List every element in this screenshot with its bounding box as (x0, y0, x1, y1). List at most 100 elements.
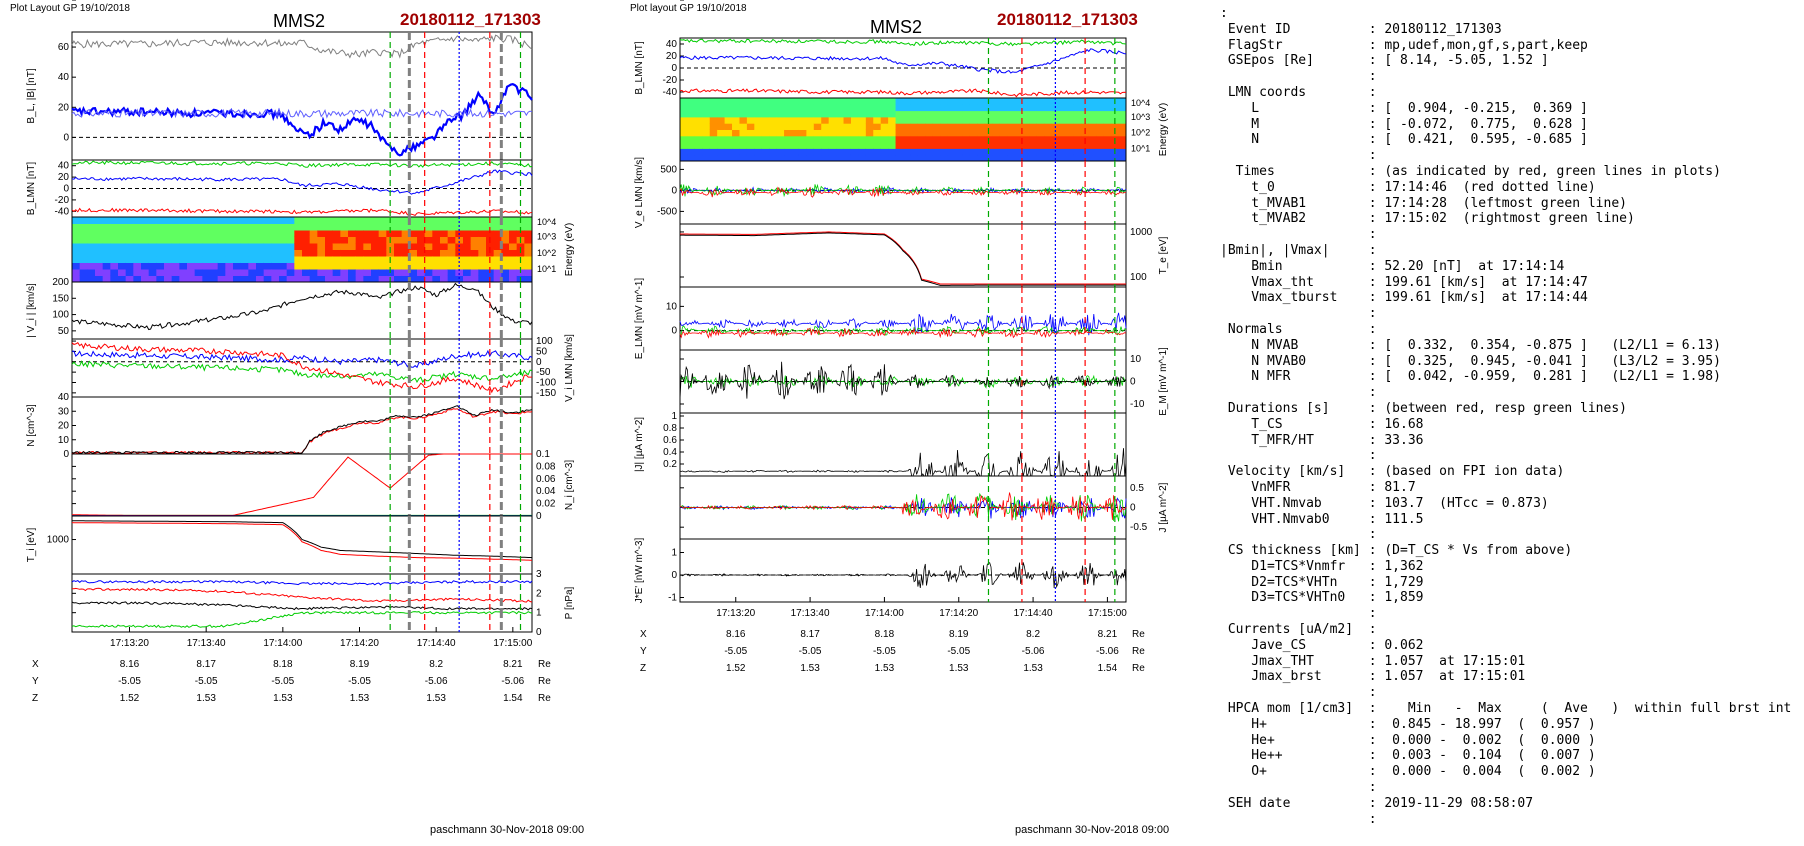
spectrogram-cell (317, 262, 326, 270)
series-line-b-l (679, 48, 1127, 74)
spectrogram-cell (286, 243, 295, 250)
spectrogram-cell (424, 217, 433, 224)
spectrogram-cell (858, 135, 867, 143)
spectrogram-cell (969, 142, 978, 149)
spectrogram-cell (813, 142, 822, 149)
spectrogram-cell (493, 223, 502, 231)
spectrogram-cell (910, 142, 919, 149)
spectrogram-cell (702, 123, 711, 130)
spectrogram-cell (417, 223, 426, 231)
spectrogram-cell (470, 230, 479, 237)
spectrogram-cell (141, 217, 150, 224)
spectrogram-cell (355, 275, 364, 283)
spectrogram-cell (806, 142, 815, 149)
spectrogram-cell (940, 154, 949, 162)
spectrogram-cell (79, 262, 88, 270)
spectrogram-cell (955, 110, 963, 118)
y-tick-label: -500 (657, 206, 677, 217)
panel-frame (679, 37, 1127, 99)
spectrogram-cell (1007, 110, 1015, 118)
spectrogram-cell (317, 236, 326, 244)
spectrogram-cell (225, 269, 234, 276)
spectrogram-cell (432, 217, 441, 224)
spectrogram-cell (493, 236, 502, 244)
spectrogram-cell (873, 110, 882, 118)
spectrogram-cell (248, 249, 257, 257)
spectrogram-cell (95, 262, 104, 270)
spectrogram-cell (739, 129, 748, 137)
spectrogram-cell (309, 275, 318, 283)
spectrogram-cell (156, 269, 165, 276)
spectrogram-cell (925, 148, 934, 156)
spectrogram-cell (164, 243, 173, 250)
series-line-p-tot (71, 601, 533, 611)
spectrogram-cell (850, 148, 859, 156)
spectrogram-cell (332, 243, 341, 250)
spectrogram-cell (118, 243, 127, 250)
spectrogram-cell (133, 236, 142, 244)
spectrogram-cell (1088, 135, 1097, 143)
spectrogram-cell (248, 243, 257, 250)
x-tick-label: 17:14:00 (263, 638, 302, 649)
spectrogram-cell (1036, 129, 1045, 137)
position-row-label: Z (640, 663, 646, 674)
spectrogram-cell (110, 217, 119, 224)
series-line-cff0000 (679, 186, 1127, 198)
spectrogram-cell (363, 236, 372, 244)
spectrogram-cell (102, 262, 111, 270)
spectrogram-cell (118, 230, 127, 237)
x-tick-label: 17:14:00 (865, 608, 904, 619)
spectrogram-cell (141, 230, 150, 237)
spectrogram-cell (87, 249, 96, 257)
spectrogram-cell (1036, 135, 1045, 143)
series-line-b-n (71, 207, 533, 216)
spectrogram-cell (102, 223, 111, 231)
spectrogram-cell (225, 243, 234, 250)
spectrogram-cell (394, 236, 403, 244)
spectrogram-cell (687, 123, 696, 130)
spectrogram-cell (463, 269, 472, 276)
spectrogram-cell (463, 217, 472, 224)
spectrogram-cell (858, 129, 867, 137)
spectrogram-cell (1036, 98, 1045, 105)
spectrogram-cell (179, 269, 188, 276)
spectrogram-cell (72, 262, 81, 270)
spectrogram-cell (371, 256, 380, 263)
spectrogram-cell (680, 135, 688, 143)
position-value: -5.06 (1022, 646, 1045, 657)
spectrogram-cell (509, 256, 518, 263)
spectrogram-cell (977, 123, 986, 130)
spectrogram-cell (962, 135, 971, 143)
spectrogram-cell (194, 269, 203, 276)
spectrogram-cell (233, 223, 242, 231)
position-value: 8.18 (875, 629, 895, 640)
panel-label-right: Energy (eV) (1158, 103, 1169, 156)
energy-tick-label: 10^3 (1131, 112, 1150, 122)
spectrogram-cell (210, 256, 219, 263)
spectrogram-cell (687, 154, 696, 162)
spectrogram-cell (156, 243, 165, 250)
y-tick-label: 60 (58, 42, 70, 53)
spectrogram-cell (294, 269, 303, 276)
spectrogram-cell (440, 223, 449, 231)
spectrogram-cell (470, 217, 479, 224)
spectrogram-cell (1111, 142, 1120, 149)
spectrogram-cell (332, 275, 341, 283)
spectrogram-cell (279, 236, 288, 244)
spectrogram-cell (164, 256, 173, 263)
spectrogram-cell (355, 230, 364, 237)
spectrogram-cell (79, 269, 88, 276)
spectrogram-cell (754, 148, 763, 156)
spectrogram-cell (447, 236, 456, 244)
spectrogram-cell (171, 230, 180, 237)
spectrogram-cell (187, 223, 196, 231)
y-tick-label: 0 (671, 570, 677, 581)
spectrogram-cell (969, 104, 978, 112)
spectrogram-cell (217, 217, 226, 224)
series-line-cff0000 (679, 327, 1127, 339)
spectrogram-cell (210, 269, 219, 276)
y-tick-label: 50 (58, 326, 70, 337)
middle-plot-footer: paschmann 30-Nov-2018 09:00 (1015, 824, 1169, 836)
spectrogram-cell (141, 256, 150, 263)
